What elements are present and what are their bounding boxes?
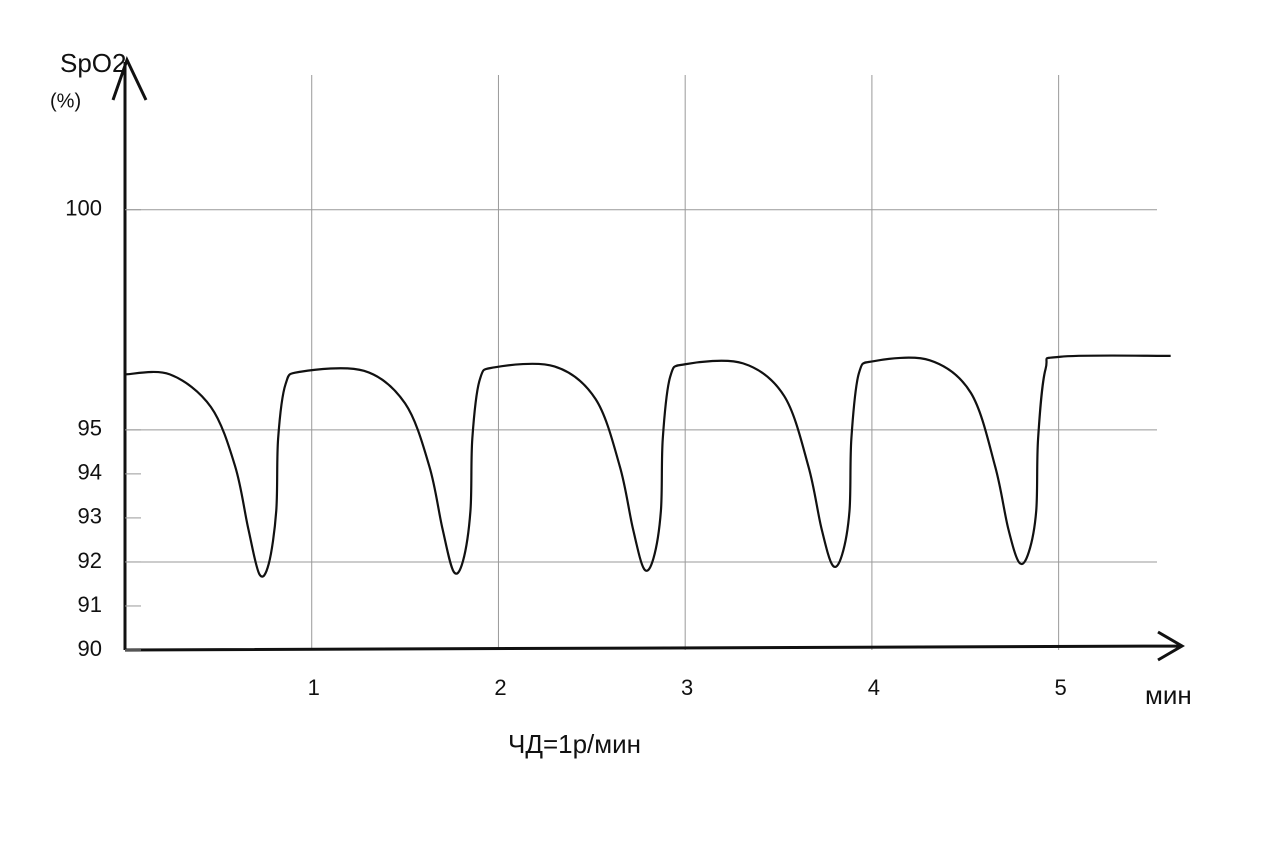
y-tick-label: 93 bbox=[78, 504, 102, 529]
y-tick-label: 94 bbox=[78, 460, 102, 485]
y-axis-unit: (%) bbox=[50, 90, 81, 112]
x-tick-label: 4 bbox=[868, 675, 880, 700]
y-axis bbox=[111, 56, 148, 650]
y-tick-label: 91 bbox=[78, 592, 102, 617]
y-tick-label: 92 bbox=[78, 548, 102, 573]
annotation: ЧД=1р/мин bbox=[508, 729, 641, 759]
x-axis-label: мин bbox=[1145, 680, 1192, 710]
x-tick-label: 3 bbox=[681, 675, 693, 700]
y-tick-label: 95 bbox=[78, 416, 102, 441]
y-tick-label: 90 bbox=[78, 636, 102, 661]
x-tick-label: 2 bbox=[494, 675, 506, 700]
y-axis-label: SpO2 bbox=[60, 48, 127, 78]
x-axis bbox=[124, 630, 1185, 662]
data-line bbox=[124, 354, 1171, 578]
x-tick-label: 5 bbox=[1055, 675, 1067, 700]
y-tick-label: 100 bbox=[65, 196, 102, 221]
x-tick-label: 1 bbox=[308, 675, 320, 700]
